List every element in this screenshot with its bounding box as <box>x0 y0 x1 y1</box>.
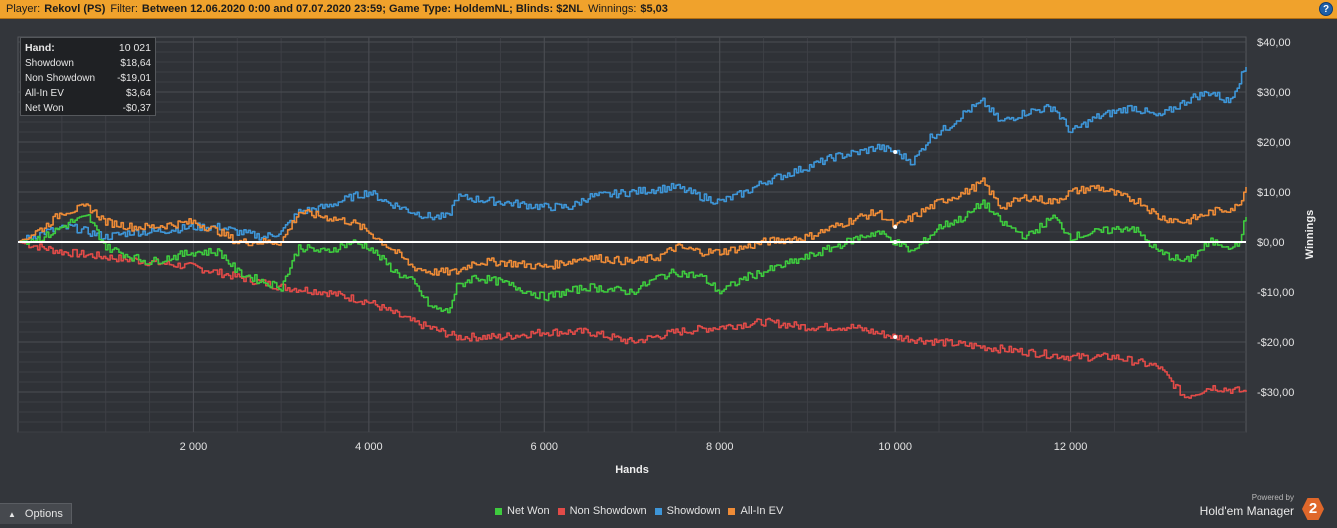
stat-row-hands: Hand: 10 021 <box>25 41 151 56</box>
stat-value: -$0,37 <box>122 103 151 114</box>
chart-legend: Net Won Non Showdown Showdown All-In EV <box>495 505 791 517</box>
stat-value: 10 021 <box>118 42 151 54</box>
hm2-logo-icon: 2 <box>1302 498 1324 520</box>
brand-logo: Powered by Hold'em Manager 2 <box>1164 493 1324 523</box>
y-tick-label: $10,00 <box>1257 187 1291 199</box>
filter-header-bar: Player: Rekovl (PS) Filter: Between 12.0… <box>0 0 1337 19</box>
series-line-net-won <box>18 199 1247 314</box>
y-tick-label: -$10,00 <box>1257 287 1294 299</box>
legend-label: Net Won <box>507 505 550 517</box>
options-button[interactable]: ▲ Options <box>0 503 72 524</box>
y-tick-label: -$20,00 <box>1257 337 1294 349</box>
x-tick-label: 12 000 <box>1054 441 1088 453</box>
legend-item-showdown[interactable]: Showdown <box>654 505 721 517</box>
legend-label: All-In EV <box>740 505 784 517</box>
series-line-all-in-ev <box>18 177 1247 276</box>
legend-label: Non Showdown <box>569 505 647 517</box>
x-tick-label: 6 000 <box>531 441 559 453</box>
y-tick-label: $30,00 <box>1257 87 1291 99</box>
stat-value: $18,64 <box>120 58 151 69</box>
legend-item-non-showdown[interactable]: Non Showdown <box>557 505 647 517</box>
powered-by-text: Powered by <box>1251 493 1294 502</box>
stat-label: Hand: <box>25 42 55 54</box>
legend-swatch <box>728 507 736 515</box>
data-point-marker <box>893 335 898 339</box>
stats-summary-box: Hand: 10 021 Showdown $18,64 Non Showdow… <box>20 37 156 116</box>
winnings-label: Winnings: <box>588 3 637 15</box>
y-tick-label: $0,00 <box>1257 237 1285 249</box>
stat-value: $3,64 <box>125 88 151 99</box>
legend-swatch <box>557 507 565 515</box>
filter-label: Filter: <box>110 3 138 15</box>
filter-value: Between 12.06.2020 0:00 and 07.07.2020 2… <box>141 3 584 15</box>
winnings-value: $5,03 <box>640 3 668 15</box>
options-label: Options <box>24 508 63 520</box>
stat-label: All-In EV <box>25 88 64 99</box>
y-tick-label: -$30,00 <box>1257 387 1294 399</box>
x-tick-label: 2 000 <box>180 441 208 453</box>
y-tick-label: $40,00 <box>1257 37 1291 49</box>
data-point-marker <box>893 150 898 154</box>
stat-label: Net Won <box>25 103 64 114</box>
help-icon[interactable]: ? <box>1319 2 1333 16</box>
stat-row-showdown: Showdown $18,64 <box>25 56 151 71</box>
winnings-graph: $40,00 $30,00 $20,00 $10,00 $0,00 -$10,00 -$20… <box>17 36 1316 476</box>
x-tick-label: 8 000 <box>706 441 734 453</box>
stat-row-all-in-ev: All-In EV $3,64 <box>25 86 151 101</box>
legend-swatch <box>654 507 662 515</box>
x-axis-title: Hands <box>615 464 649 476</box>
series-line-non-showdown <box>18 241 1247 399</box>
stat-label: Non Showdown <box>25 73 96 84</box>
x-tick-label: 10 000 <box>878 441 912 453</box>
stat-row-net-won: Net Won -$0,37 <box>25 101 151 116</box>
stat-label: Showdown <box>25 58 74 69</box>
legend-swatch <box>495 507 502 515</box>
stat-row-non-showdown: Non Showdown -$19,01 <box>25 71 151 86</box>
brand-name: Hold'em Manager <box>1199 504 1294 518</box>
legend-item-net-won[interactable]: Net Won <box>495 505 550 517</box>
stat-value: -$19,01 <box>117 73 151 84</box>
legend-item-all-in-ev[interactable]: All-In EV <box>728 505 783 517</box>
player-name: Rekovl (PS) <box>44 3 106 15</box>
data-point-marker <box>893 225 898 229</box>
chevron-up-icon: ▲ <box>8 509 16 519</box>
legend-label: Showdown <box>666 505 721 517</box>
player-label: Player: <box>6 3 41 15</box>
data-point-marker <box>893 240 898 244</box>
y-tick-label: $20,00 <box>1257 137 1291 149</box>
y-axis-title: Winnings <box>1304 210 1316 259</box>
x-tick-label: 4 000 <box>355 441 383 453</box>
